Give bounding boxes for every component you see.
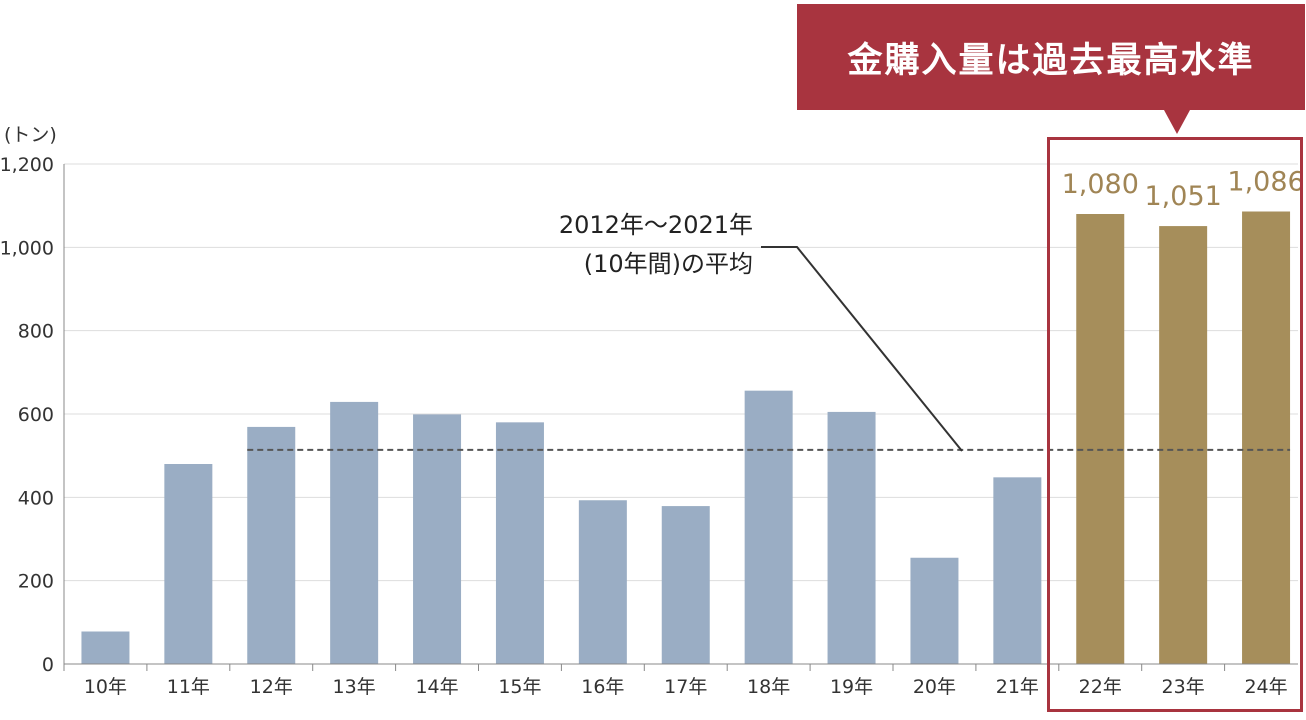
x-tick-label: 16年 — [581, 676, 624, 698]
annotation-leader-line — [761, 246, 963, 452]
x-tick-label: 13年 — [333, 676, 376, 698]
x-tick-label: 23年 — [1162, 676, 1205, 698]
x-tick-label: 19年 — [830, 676, 873, 698]
x-tick-label: 22年 — [1079, 676, 1122, 698]
x-tick-label: 14年 — [415, 676, 458, 698]
bar — [910, 557, 959, 664]
average-annotation-line2: (10年間)の平均 — [584, 250, 753, 278]
x-tick-label: 17年 — [664, 676, 707, 698]
bar — [81, 631, 130, 664]
x-tick-label: 11年 — [167, 676, 210, 698]
axes — [63, 164, 1298, 671]
y-unit-label: (トン) — [4, 124, 57, 146]
bar — [164, 464, 213, 664]
callout-arrow-icon — [1164, 110, 1190, 134]
y-tick-label: 1,200 — [0, 154, 54, 176]
highlight-frame — [1047, 137, 1303, 712]
x-tick-label: 21年 — [996, 676, 1039, 698]
y-tick-label: 1,000 — [0, 237, 54, 259]
x-tick-label: 20年 — [913, 676, 956, 698]
y-tick-label: 400 — [18, 487, 54, 509]
x-tick-label: 24年 — [1244, 676, 1287, 698]
bar — [413, 414, 462, 664]
bar — [993, 477, 1042, 664]
bar — [1076, 214, 1125, 664]
y-tick-label: 600 — [18, 404, 54, 426]
bar — [827, 411, 876, 664]
x-tick-label: 15年 — [498, 676, 541, 698]
y-tick-label: 800 — [18, 321, 54, 343]
data-label: 1,051 — [1145, 181, 1222, 212]
bar — [1242, 211, 1291, 664]
data-label: 1,086 — [1227, 167, 1304, 198]
y-tick-label: 0 — [42, 654, 54, 676]
bar — [578, 500, 627, 664]
bar — [495, 422, 544, 664]
y-tick-label: 200 — [18, 571, 54, 593]
bar — [1159, 226, 1208, 665]
x-tick-label: 18年 — [747, 676, 790, 698]
x-tick-label: 10年 — [84, 676, 127, 698]
average-annotation-line1: 2012年〜2021年 — [559, 211, 753, 239]
bar — [661, 506, 710, 664]
x-tick-label: 12年 — [250, 676, 293, 698]
bar — [330, 401, 379, 664]
callout-banner: 金購入量は過去最高水準 — [797, 4, 1305, 110]
data-label: 1,080 — [1062, 169, 1139, 200]
labels: 0 200 400 600 800 1,000 1,200 10年 11年 12年 13年 14年 15… — [0, 154, 1305, 698]
bars — [81, 211, 1291, 665]
bar — [247, 426, 296, 664]
bar — [744, 390, 793, 664]
